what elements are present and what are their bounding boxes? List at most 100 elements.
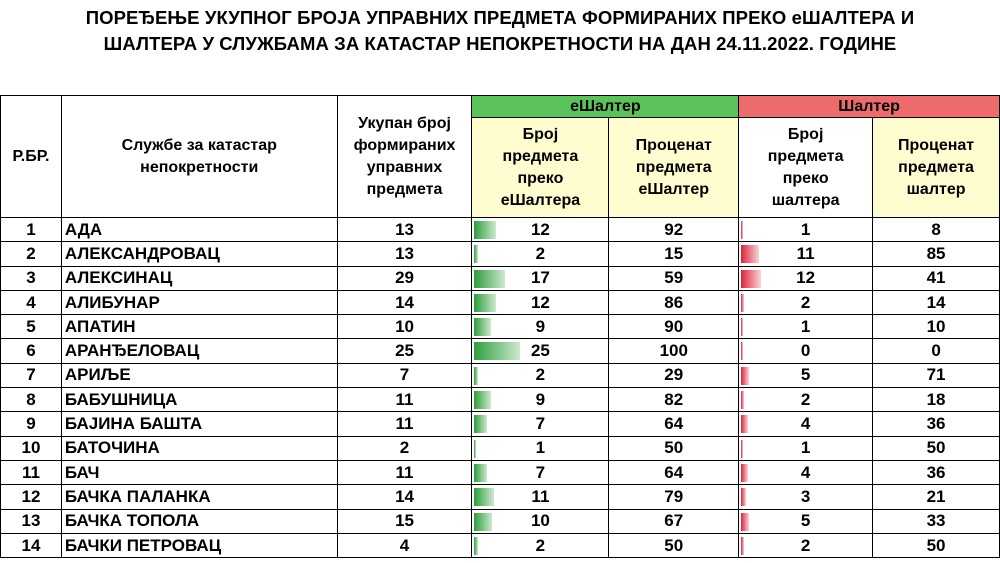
cell-eshalter-pct: 79 [608, 484, 740, 510]
cell-shalter-pct: 36 [872, 411, 1000, 437]
cell-total: 10 [336, 314, 473, 340]
cell-eshalter-pct: 64 [608, 411, 740, 437]
cell-rbr: 13 [0, 508, 62, 534]
cell-shalter-count: 1 [738, 435, 874, 461]
cell-shalter-count-value: 0 [800, 341, 811, 361]
cell-shalter-pct: 71 [872, 362, 1000, 389]
cell-office-name: АДА [60, 216, 338, 243]
cell-shalter-count: 4 [738, 459, 874, 486]
table-row: 6 АРАНЂЕЛОВАЦ 25 25 100 0 0 [0, 338, 1000, 364]
cell-rbr: 5 [0, 314, 62, 340]
cell-total: 7 [336, 362, 473, 389]
red-data-bar [741, 415, 749, 434]
comparison-table: Р.БР. Службе за катастар непокретности У… [0, 95, 1000, 559]
cell-shalter-pct: 85 [872, 241, 1000, 267]
header-shalter-pct: Проценат предмета шалтер [872, 117, 1000, 218]
cell-rbr: 3 [0, 265, 62, 291]
page-title-line-2: ШАЛТЕРА У СЛУЖБАМА ЗА КАТАСТАР НЕПОКРЕТН… [103, 33, 897, 54]
cell-total: 14 [336, 289, 473, 316]
cell-total: 4 [336, 532, 473, 559]
table-row: 12 БАЧКА ПАЛАНКА 14 11 79 3 21 [0, 484, 1000, 510]
cell-eshalter-count-value: 2 [535, 243, 546, 263]
cell-eshalter-count: 12 [471, 289, 610, 316]
cell-rbr: 14 [0, 532, 62, 559]
cell-office-name: АПАТИН [60, 314, 338, 340]
cell-shalter-pct: 50 [872, 435, 1000, 461]
table-row: 4 АЛИБУНАР 14 12 86 2 14 [0, 289, 1000, 316]
red-data-bar [741, 391, 745, 410]
cell-eshalter-count-value: 1 [535, 438, 546, 458]
cell-shalter-pct: 21 [872, 484, 1000, 510]
cell-shalter-pct: 10 [872, 314, 1000, 340]
cell-shalter-count: 11 [738, 241, 874, 267]
cell-office-name: БАЈИНА БАШТА [60, 411, 338, 437]
cell-total: 14 [336, 484, 473, 510]
cell-eshalter-count-value: 2 [535, 365, 546, 385]
cell-eshalter-count: 10 [471, 508, 610, 534]
cell-total: 2 [336, 435, 473, 461]
cell-shalter-count-value: 3 [800, 486, 811, 506]
cell-rbr: 9 [0, 411, 62, 437]
green-data-bar [474, 391, 492, 410]
cell-total: 11 [336, 387, 473, 413]
cell-eshalter-count-value: 12 [530, 292, 550, 312]
green-data-bar [474, 318, 492, 337]
cell-shalter-count-value: 1 [800, 316, 811, 336]
cell-shalter-count: 0 [738, 338, 874, 364]
cell-eshalter-count: 17 [471, 265, 610, 291]
cell-total: 29 [336, 265, 473, 291]
cell-shalter-pct: 50 [872, 532, 1000, 559]
header-total: Укупан број формираних управних предмета [336, 95, 473, 218]
cell-rbr: 2 [0, 241, 62, 267]
page-title-line-1: ПОРЕЂЕЊЕ УКУПНОГ БРОЈА УПРАВНИХ ПРЕДМЕТА… [85, 7, 915, 28]
cell-shalter-pct: 18 [872, 387, 1000, 413]
cell-shalter-count: 2 [738, 387, 874, 413]
cell-eshalter-count: 11 [471, 484, 610, 510]
table-row: 5 АПАТИН 10 9 90 1 10 [0, 314, 1000, 340]
red-data-bar [741, 536, 745, 555]
cell-eshalter-pct: 82 [608, 387, 740, 413]
cell-eshalter-count: 25 [471, 338, 610, 364]
cell-office-name: БАЧКА ТОПОЛА [60, 508, 338, 534]
table-row: 13 БАЧКА ТОПОЛА 15 10 67 5 33 [0, 508, 1000, 534]
cell-shalter-pct: 0 [872, 338, 1000, 364]
table-row: 2 АЛЕКСАНДРОВАЦ 13 2 15 11 85 [0, 241, 1000, 267]
red-data-bar [741, 439, 744, 458]
table-row: 1 АДА 13 12 92 1 8 [0, 216, 1000, 243]
cell-eshalter-count: 9 [471, 387, 610, 413]
cell-total: 13 [336, 216, 473, 243]
cell-rbr: 11 [0, 459, 62, 486]
table-row: 3 АЛЕКСИНАЦ 29 17 59 12 41 [0, 265, 1000, 291]
cell-office-name: АРИЉЕ [60, 362, 338, 389]
cell-rbr: 1 [0, 216, 62, 243]
cell-eshalter-pct: 100 [608, 338, 740, 364]
cell-rbr: 6 [0, 338, 62, 364]
table-row: 7 АРИЉЕ 7 2 29 5 71 [0, 362, 1000, 389]
cell-office-name: АЛИБУНАР [60, 289, 338, 316]
cell-shalter-count-value: 2 [800, 292, 811, 312]
green-data-bar [474, 245, 479, 264]
cell-shalter-pct: 36 [872, 459, 1000, 486]
cell-eshalter-count-value: 7 [535, 462, 546, 482]
cell-shalter-pct: 41 [872, 265, 1000, 291]
cell-shalter-pct: 14 [872, 289, 1000, 316]
cell-office-name: БАЧКИ ПЕТРОВАЦ [60, 532, 338, 559]
cell-office-name: АРАНЂЕЛОВАЦ [60, 338, 338, 364]
cell-eshalter-count-value: 2 [535, 535, 546, 555]
cell-rbr: 4 [0, 289, 62, 316]
cell-shalter-count-value: 12 [796, 268, 816, 288]
cell-shalter-count-value: 1 [800, 219, 811, 239]
cell-office-name: БАЧ [60, 459, 338, 486]
header-shalter-group: Шалтер [738, 95, 1000, 118]
cell-eshalter-count: 1 [471, 435, 610, 461]
cell-shalter-count: 5 [738, 508, 874, 534]
cell-shalter-count-value: 2 [800, 535, 811, 555]
cell-shalter-count: 1 [738, 216, 874, 243]
cell-eshalter-count-value: 12 [530, 219, 550, 239]
cell-eshalter-count-value: 25 [530, 341, 550, 361]
header-office: Службе за катастар непокретности [60, 95, 338, 218]
cell-eshalter-count: 2 [471, 241, 610, 267]
cell-shalter-count-value: 1 [800, 438, 811, 458]
table-row: 14 БАЧКИ ПЕТРОВАЦ 4 2 50 2 50 [0, 532, 1000, 559]
green-data-bar [474, 488, 495, 507]
